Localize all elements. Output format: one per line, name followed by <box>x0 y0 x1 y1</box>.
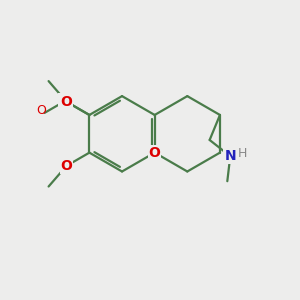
Text: O: O <box>149 146 161 160</box>
Text: O: O <box>61 95 72 109</box>
Text: H: H <box>238 147 247 160</box>
Text: O: O <box>61 159 72 173</box>
Text: O: O <box>37 104 46 117</box>
Text: N: N <box>224 149 236 163</box>
Text: O: O <box>59 94 71 108</box>
